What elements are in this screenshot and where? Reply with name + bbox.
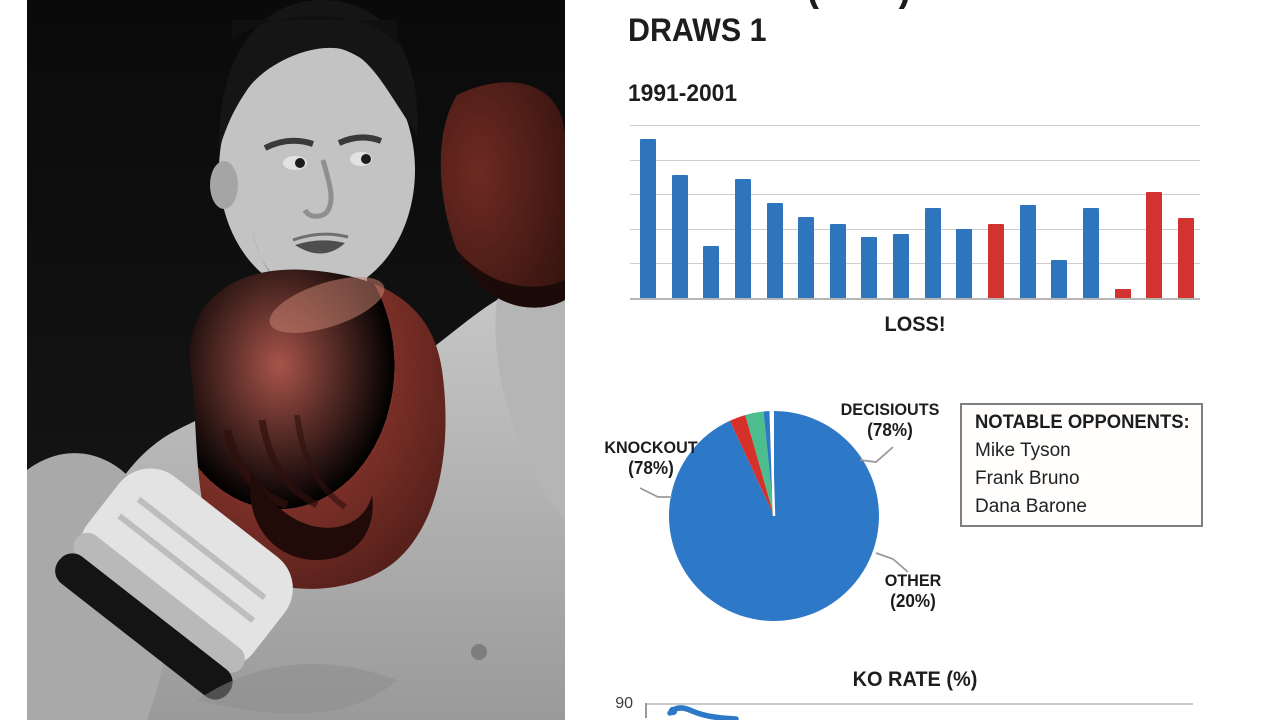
bar-chart-gridline — [630, 228, 1200, 230]
draws-heading: DRAWS 1 — [628, 12, 767, 48]
opponent-name: Frank Bruno — [975, 468, 1080, 489]
bar-win — [703, 246, 720, 298]
bar-loss — [1114, 289, 1131, 298]
bar-win — [861, 237, 878, 298]
bar-loss — [1177, 218, 1194, 298]
bar-chart-gridline — [630, 125, 1200, 126]
bar-series — [640, 125, 1194, 298]
opponents-title: NOTABLE OPPONENTS: — [975, 412, 1190, 433]
bar-win — [1082, 208, 1099, 298]
cropped-paren-right: ) — [898, 0, 911, 9]
opponent-name: Dana Barone — [975, 496, 1087, 517]
ko-rate-axis-tick — [645, 703, 647, 718]
pie-label-knockout: KNOCKOUT (78%) — [604, 438, 698, 478]
bar-chart-footer-label: LOSS! — [884, 313, 946, 336]
chest-detail — [471, 644, 487, 660]
bar-chart-gridline — [630, 194, 1200, 196]
bar-win — [924, 208, 941, 298]
bar-chart-gridline — [630, 298, 1200, 300]
bar-win — [671, 175, 688, 298]
ko-rate-axis-line — [645, 703, 1193, 705]
period-heading: 1991-2001 — [628, 80, 738, 107]
boxer-photo — [27, 0, 565, 720]
bar-win — [829, 223, 846, 298]
pie-slice-sliver-red — [729, 415, 774, 516]
pie-label-decisions: DECISIOUTS (78%) — [840, 400, 940, 440]
wrist-wrap — [55, 468, 293, 700]
ko-method-pie-chart — [639, 410, 909, 621]
bar-win — [766, 202, 783, 298]
bar-loss — [988, 223, 1005, 298]
boxer-photo-illustration — [27, 0, 565, 720]
pie-divider-line — [769, 411, 776, 517]
bar-win — [798, 216, 815, 298]
pie-label-other: OTHER (20%) — [884, 571, 942, 611]
opponent-name: Mike Tyson — [975, 440, 1071, 461]
bar-win — [1051, 259, 1068, 298]
ko-rate-title: KO RATE (%) — [852, 668, 978, 691]
notable-opponents-box: NOTABLE OPPONENTS: Mike Tyson Frank Brun… — [960, 403, 1203, 527]
chest-shading — [197, 664, 397, 714]
bar-chart-gridline — [630, 159, 1200, 161]
boxer-red-glove — [189, 269, 446, 589]
bar-win — [893, 234, 910, 298]
bar-win — [734, 178, 751, 298]
leader-other — [875, 552, 909, 573]
bar-win — [640, 138, 656, 298]
leader-knockout — [639, 487, 672, 498]
boxer-head — [210, 0, 418, 298]
ko-rate-ytick-90: 90 — [615, 695, 633, 712]
bar-win — [1019, 204, 1036, 298]
bar-chart-gridline — [630, 263, 1200, 265]
cropped-paren-left: ( — [807, 0, 820, 9]
wins-losses-bar-chart — [630, 125, 1200, 300]
ko-rate-line-start — [667, 705, 739, 720]
bar-win — [956, 228, 973, 298]
leader-decisions — [859, 446, 894, 463]
bar-loss — [1146, 192, 1163, 298]
pie-slice-sliver-green — [745, 411, 774, 516]
cropped-record-line: ( ) — [780, 0, 940, 9]
opponent-glove — [440, 82, 565, 308]
